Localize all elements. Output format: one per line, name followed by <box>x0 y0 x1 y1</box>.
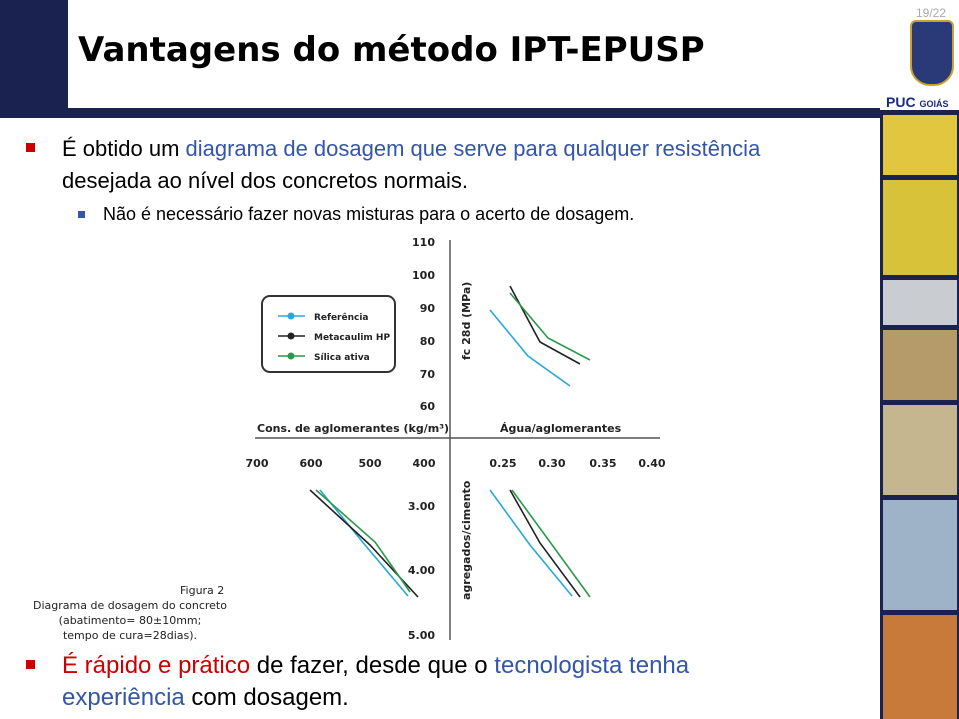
figure: 110 100 90 80 70 60 700 600 500 400 0.25 0.30 0.35 0.… <box>33 236 666 642</box>
caption: (abatimento= 80±10mm; <box>59 614 202 627</box>
bullet-marker <box>26 660 35 669</box>
axis-label: Água/aglomerantes <box>500 422 622 435</box>
logo-name: PUC <box>886 94 916 110</box>
legend-marker <box>287 352 295 360</box>
tick-label: 90 <box>420 302 436 315</box>
tick-label: 3.00 <box>408 500 435 513</box>
sidebar <box>880 110 959 719</box>
tick-label: 700 <box>246 457 269 470</box>
tick-label: 0.35 <box>589 457 616 470</box>
bullet-marker <box>26 143 35 152</box>
tick-label: 80 <box>420 335 436 348</box>
legend-marker <box>287 332 295 340</box>
photo <box>883 280 957 325</box>
photo <box>883 180 957 275</box>
text-run: com dosagem. <box>184 684 349 711</box>
title: Vantagens do método IPT-EPUSP <box>78 30 705 70</box>
caption: tempo de cura=28dias). <box>63 629 197 642</box>
tick-label: 400 <box>413 457 436 470</box>
legend-box <box>261 295 396 373</box>
axis-label: agregados/cimento <box>460 480 473 600</box>
sub-bullet-marker <box>78 211 85 218</box>
photo <box>883 115 957 175</box>
photo <box>883 405 957 495</box>
photo <box>883 330 957 400</box>
tick-label: 500 <box>359 457 382 470</box>
photo <box>883 500 957 610</box>
bullet: É obtido um diagrama de dosagem que serv… <box>62 133 802 197</box>
sub-bullet: Não é necessário fazer novas misturas pa… <box>103 204 635 224</box>
tick-label: 600 <box>300 457 323 470</box>
text-run: de fazer, desde que o <box>250 652 495 679</box>
tick-label: 60 <box>420 400 436 413</box>
caption: Figura 2 <box>180 584 224 597</box>
photo <box>883 615 957 719</box>
legend-label: Sílica ativa <box>314 353 370 363</box>
slide-number: 19/22 <box>916 6 947 20</box>
caption: Diagrama de dosagem do concreto <box>33 599 227 612</box>
axis-label: fc 28d (MPa) <box>460 282 473 360</box>
legend-label: Metacaulim HP <box>314 333 390 343</box>
text-run: desejada ao nível dos concretos normais. <box>62 168 469 193</box>
text-run: É rápido e prático <box>62 652 251 679</box>
text-run: tecnologista tenha experiência <box>62 652 690 711</box>
tick-label: 5.00 <box>408 629 435 642</box>
tick-label: 0.25 <box>489 457 516 470</box>
legend-marker <box>287 312 295 320</box>
tick-label: 0.30 <box>538 457 565 470</box>
tick-label: 0.40 <box>638 457 665 470</box>
tick-label: 110 <box>412 236 435 249</box>
tick-label: 4.00 <box>408 564 435 577</box>
axis-label: Cons. de aglomerantes (kg/m³) <box>257 422 449 435</box>
curves <box>309 285 591 598</box>
title-rule <box>0 108 880 118</box>
legend-label: Referência <box>314 312 369 323</box>
tick-label: 70 <box>420 368 436 381</box>
corner-block <box>0 0 68 118</box>
logo: PUC GOIÁS <box>886 94 948 110</box>
bullet: É rápido e prático de fazer, desde que o… <box>62 650 782 714</box>
text-run: É obtido um <box>62 136 186 161</box>
text-run: diagrama de dosagem que serve para qualq… <box>185 136 761 161</box>
logo-place: GOIÁS <box>919 99 949 109</box>
logo-crest <box>910 20 954 86</box>
tick-label: 100 <box>412 269 435 282</box>
